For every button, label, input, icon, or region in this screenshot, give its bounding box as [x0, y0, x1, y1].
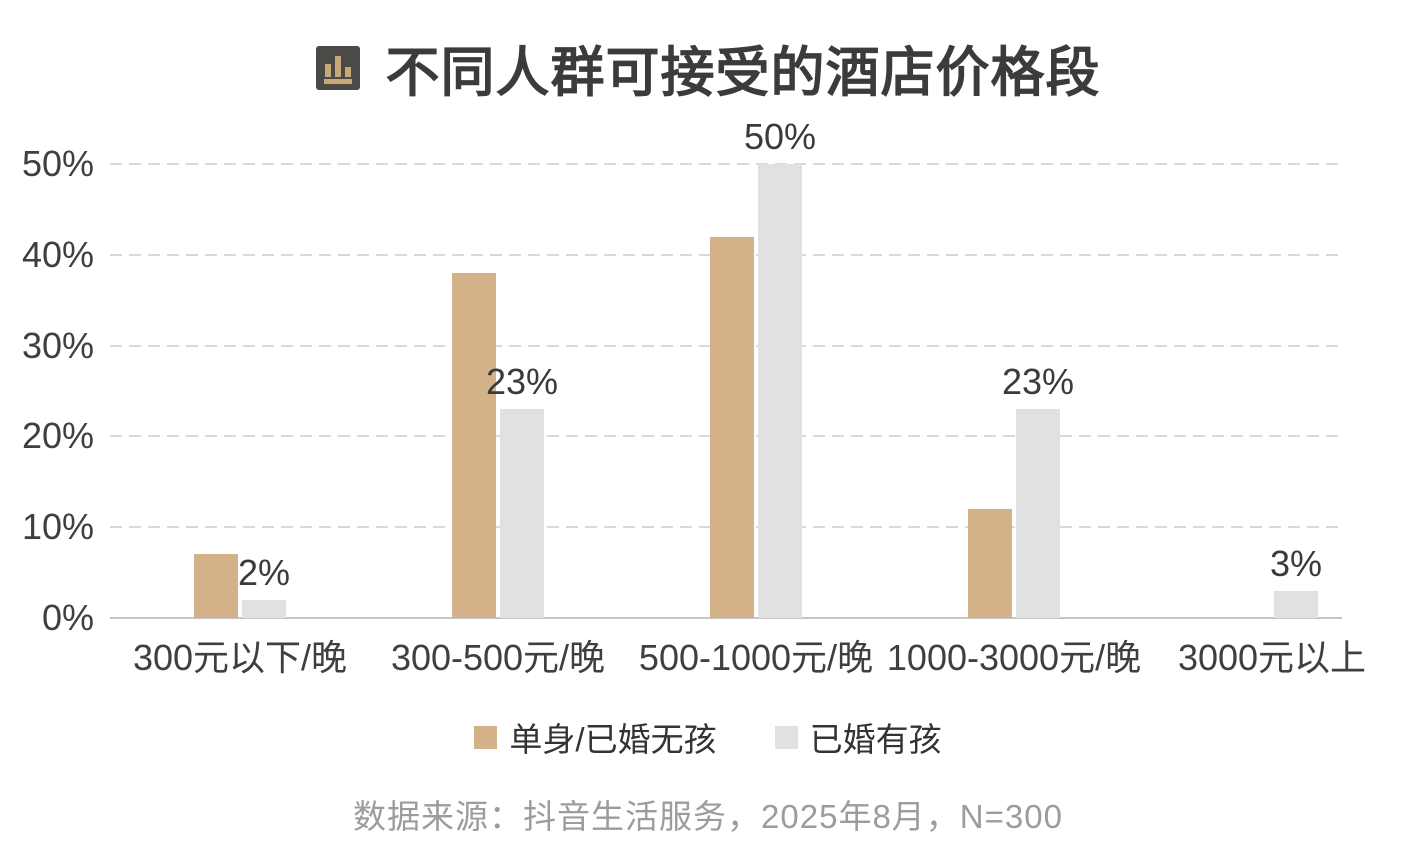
y-tick-label: 10%	[21, 506, 94, 548]
chart-header: 不同人群可接受的酒店价格段	[0, 28, 1416, 107]
y-tick-label: 0%	[41, 597, 94, 638]
bar-group-3: 50%	[710, 118, 816, 618]
legend-swatch-icon	[474, 725, 498, 749]
x-axis-label-2: 300-500元/晚	[390, 637, 606, 678]
x-axis-label-4: 1000-3000元/晚	[886, 637, 1142, 678]
value-label-cat-5: 3%	[1269, 542, 1323, 584]
x-axis-label-5: 3000元以上	[1177, 637, 1367, 678]
bar-group-5: 3%	[1226, 164, 1322, 618]
bar-series-1-cat-4	[968, 509, 1012, 618]
value-label-cat-2: 23%	[485, 361, 559, 403]
value-label-cat-3: 50%	[743, 116, 817, 157]
x-axis-labels: 300元以下/晚 300-500元/晚 500-1000元/晚 1000-3000元/…	[110, 637, 1366, 681]
gridline-50	[110, 163, 1342, 165]
legend-label: 单身/已婚无孩	[509, 721, 717, 758]
bar-series-2-cat-1	[242, 599, 286, 618]
source-note: 数据来源：抖音生活服务，2025年8月，N=300	[353, 798, 1063, 835]
legend-item-2: 已婚有孩	[774, 713, 942, 761]
x-axis-label-3: 500-1000元/晚	[638, 637, 874, 678]
bar-series-1-cat-3	[710, 236, 754, 618]
value-label-cat-4: 23%	[1001, 361, 1075, 403]
legend-item-1: 单身/已婚无孩	[474, 713, 717, 761]
legend: 单身/已婚无孩 已婚有孩	[0, 713, 1416, 761]
x-axis-label-1: 300元以下/晚	[132, 637, 348, 678]
value-label-cat-1: 2%	[237, 551, 291, 593]
bar-series-2-cat-4	[1016, 409, 1060, 618]
y-tick-label: 20%	[21, 415, 94, 457]
bar-group-1: 2%	[194, 164, 290, 618]
x-axis-line	[110, 617, 1342, 619]
bar-chart-icon	[315, 45, 360, 90]
bar-series-2-cat-5	[1274, 590, 1318, 618]
plot-area: 0% 10% 20% 30% 40% 50% 2% 23% 50% 23% 3%	[22, 118, 1342, 638]
y-tick-label: 40%	[21, 233, 94, 275]
bar-group-4: 23%	[968, 164, 1074, 618]
bar-series-2-cat-2	[500, 409, 544, 618]
y-tick-label: 50%	[21, 143, 94, 184]
bar-series-2-cat-3	[758, 164, 802, 618]
legend-label: 已婚有孩	[809, 721, 942, 758]
y-tick-label: 30%	[21, 324, 94, 366]
bar-group-2: 23%	[452, 164, 558, 618]
bar-series-1-cat-1	[194, 554, 238, 618]
legend-swatch-icon	[774, 725, 798, 749]
bar-series-1-cat-2	[452, 272, 496, 618]
chart-title: 不同人群可接受的酒店价格段	[385, 43, 1101, 103]
